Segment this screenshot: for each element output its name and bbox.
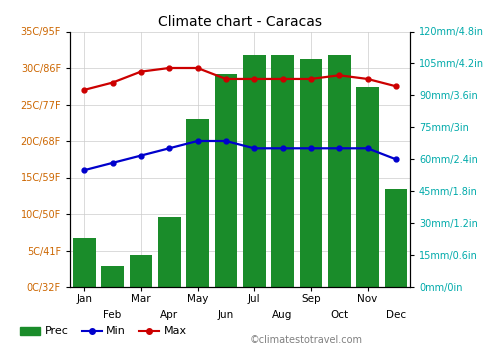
Text: ©climatestotravel.com: ©climatestotravel.com [250, 335, 363, 345]
Text: Aug: Aug [272, 310, 292, 320]
Bar [356, 87, 379, 287]
Bar [328, 55, 350, 287]
Text: Apr: Apr [160, 310, 178, 320]
Text: Dec: Dec [386, 310, 406, 320]
Text: Oct: Oct [330, 310, 348, 320]
Bar [101, 266, 124, 287]
Bar [243, 55, 266, 287]
Title: Climate chart - Caracas: Climate chart - Caracas [158, 15, 322, 29]
Text: Jun: Jun [218, 310, 234, 320]
Bar [158, 217, 180, 287]
Text: Feb: Feb [104, 310, 122, 320]
Bar [186, 119, 209, 287]
Bar [214, 74, 237, 287]
Legend: Prec, Min, Max: Prec, Min, Max [16, 322, 192, 341]
Bar [384, 189, 407, 287]
Bar [300, 59, 322, 287]
Bar [271, 55, 294, 287]
Bar [73, 238, 96, 287]
Bar [130, 255, 152, 287]
